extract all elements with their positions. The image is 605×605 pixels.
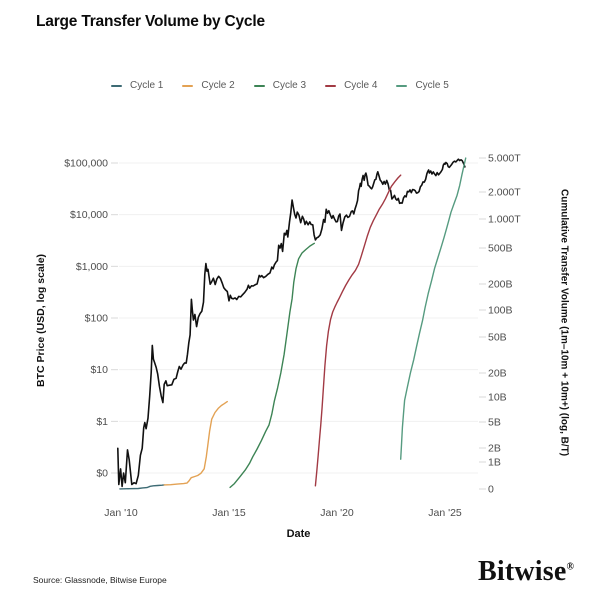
btc-price-line (117, 158, 466, 488)
bitwise-logo: Bitwise® (478, 556, 574, 588)
legend-dash-icon (253, 84, 265, 87)
source-note: Source: Glassnode, Bitwise Europe (33, 575, 167, 585)
chart-title: Large Transfer Volume by Cycle (36, 13, 265, 30)
x-tick-label: Jan '15 (212, 507, 246, 519)
y-axis-right-title: Cumulative Transfer Volume (1m–10m + 10m… (558, 188, 570, 457)
x-axis-title: Date (286, 528, 311, 540)
y-right-tick-label: 5B (488, 417, 501, 429)
legend-dash-icon (396, 84, 408, 87)
legend-item-1: Cycle 1 (111, 80, 163, 91)
legend-label: Cycle 1 (130, 80, 164, 91)
y-right-tick-label: 10B (488, 392, 507, 404)
y-right-tick-label: 5.000T (488, 153, 521, 165)
legend-item-3: Cycle 3 (253, 80, 307, 91)
legend-dash-icon (182, 84, 194, 87)
legend-label: Cycle 5 (415, 80, 449, 91)
y-right-tick-label: 2.000T (488, 187, 521, 199)
y-left-tick-label: $100,000 (64, 158, 108, 170)
x-tick-label: Jan '10 (104, 507, 138, 519)
bitwise-logo-text: Bitwise (478, 556, 567, 587)
y-right-tick-label: 500B (488, 243, 513, 255)
legend-label: Cycle 3 (272, 80, 307, 91)
legend-label: Cycle 4 (344, 80, 378, 91)
y-left-tick-label: $1 (96, 416, 108, 428)
y-right-tick-label: 0 (488, 484, 494, 496)
cycle-line-4 (314, 174, 402, 487)
y-right-tick-label: 2B (488, 443, 501, 455)
y-right-tick-label: 1B (488, 457, 501, 469)
y-left-tick-label: $100 (85, 313, 109, 325)
chart-legend: Cycle 1 Cycle 2 Cycle 3 Cycle 4 Cycle 5 (111, 80, 468, 91)
y-right-tick-label: 50B (488, 332, 507, 344)
y-right-tick-label: 100B (488, 305, 513, 317)
legend-item-4: Cycle 4 (325, 80, 377, 91)
cycle-line-2 (163, 400, 228, 486)
y-left-tick-label: $10,000 (70, 209, 108, 221)
x-tick-label: Jan '20 (320, 507, 354, 519)
y-axis-left-title: BTC Price (USD, log scale) (35, 253, 47, 388)
x-tick-label: Jan '25 (428, 507, 462, 519)
y-left-tick-label: $1,000 (76, 261, 108, 273)
y-right-tick-label: 1.000T (488, 214, 521, 226)
legend-dash-icon (325, 84, 337, 87)
legend-label: Cycle 2 (201, 80, 235, 91)
y-left-tick-label: $0 (96, 468, 108, 480)
legend-item-2: Cycle 2 (182, 80, 235, 91)
y-right-tick-label: 20B (488, 368, 507, 380)
cycle-line-3 (229, 242, 315, 489)
y-right-tick-label: 200B (488, 279, 513, 291)
cycle-line-1 (119, 484, 165, 490)
legend-item-5: Cycle 5 (396, 80, 449, 91)
cycle-line-5 (400, 157, 467, 460)
y-left-tick-label: $10 (90, 364, 108, 376)
registered-mark: ® (566, 561, 575, 573)
legend-dash-icon (111, 84, 122, 87)
